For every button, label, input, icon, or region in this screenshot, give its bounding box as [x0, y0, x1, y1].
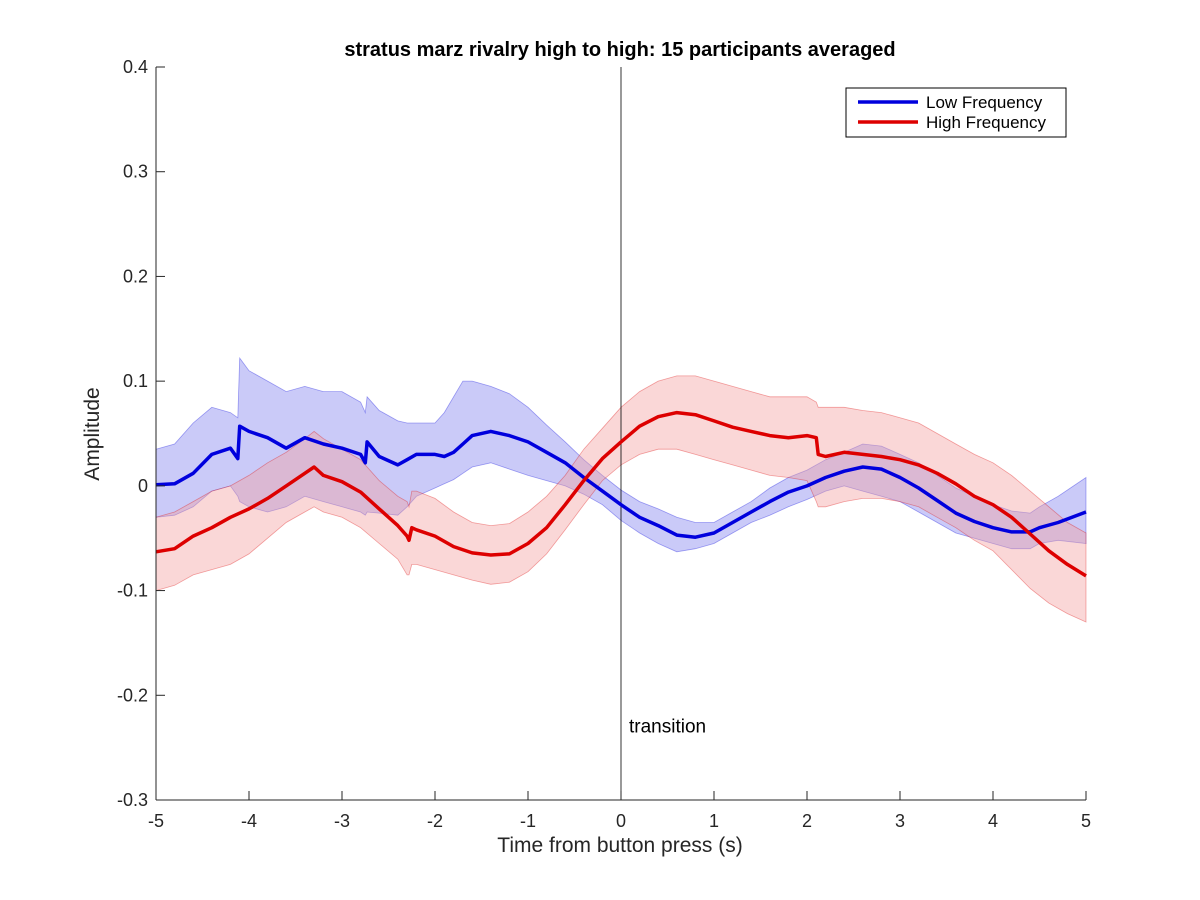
- x-tick-label: -5: [148, 811, 164, 831]
- y-tick-label: -0.2: [117, 685, 148, 705]
- y-tick-label: 0.2: [123, 266, 148, 286]
- y-tick-label: -0.3: [117, 790, 148, 810]
- y-axis-label: Amplitude: [81, 387, 104, 480]
- x-tick-label: 4: [988, 811, 998, 831]
- x-tick-label: 5: [1081, 811, 1091, 831]
- high-frequency-line: [155, 410, 1087, 578]
- x-tick-label: 0: [616, 811, 626, 831]
- high-frequency-legend-label: High Frequency: [926, 113, 1047, 132]
- x-axis-ticks: -5 -4 -3 -2 -1 0 1 2 3 4 5: [148, 791, 1091, 831]
- y-tick-label: 0.1: [123, 371, 148, 391]
- y-axis-ticks: -0.3 -0.2 -0.1 0 0.1 0.2 0.3 0.4: [117, 57, 165, 810]
- y-tick-label: -0.1: [117, 581, 148, 601]
- low-frequency-line: [155, 424, 1087, 539]
- x-tick-label: 1: [709, 811, 719, 831]
- series-lines: [155, 410, 1087, 578]
- x-axis-label: Time from button press (s): [497, 834, 742, 857]
- high-frequency-confidence-band: [155, 375, 1087, 623]
- transition-label: transition: [629, 717, 706, 738]
- x-tick-label: 2: [802, 811, 812, 831]
- transition-marker: transition: [620, 67, 706, 800]
- low-frequency-legend-label: Low Frequency: [926, 93, 1043, 112]
- x-tick-label: -1: [520, 811, 536, 831]
- y-tick-label: 0.3: [123, 162, 148, 182]
- x-tick-label: 3: [895, 811, 905, 831]
- y-tick-label: 0: [138, 476, 148, 496]
- x-tick-label: -4: [241, 811, 257, 831]
- low-frequency-confidence-band: [155, 356, 1087, 553]
- x-tick-label: -3: [334, 811, 350, 831]
- y-tick-label: 0.4: [123, 57, 148, 77]
- legend-box: [845, 87, 1067, 138]
- x-tick-label: -2: [427, 811, 443, 831]
- confidence-bands: [155, 356, 1087, 623]
- chart-title: stratus marz rivalry high to high: 15 pa…: [344, 39, 895, 61]
